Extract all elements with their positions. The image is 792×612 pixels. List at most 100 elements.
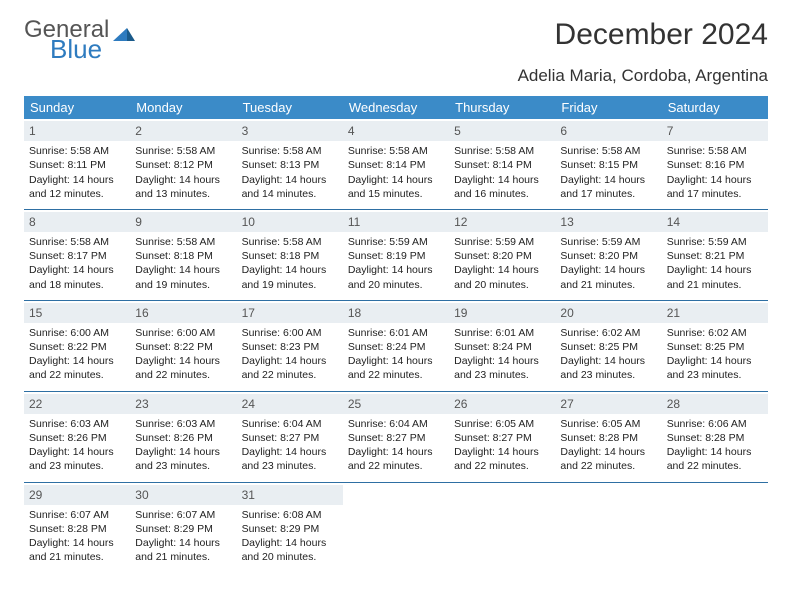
calendar-week-row: 8 Sunrise: 5:58 AMSunset: 8:17 PMDaylight… [24,209,768,300]
day-number: 24 [237,394,343,414]
day-details: Sunrise: 5:58 AMSunset: 8:14 PMDaylight:… [453,144,551,201]
day-number: 1 [24,121,130,141]
weekday-thursday: Thursday [449,96,555,119]
day-number: 18 [343,303,449,323]
calendar-day-cell: 13 Sunrise: 5:59 AMSunset: 8:20 PMDayligh… [555,209,661,300]
day-number: 30 [130,485,236,505]
day-details: Sunrise: 5:58 AMSunset: 8:13 PMDaylight:… [241,144,339,201]
calendar-day-cell: 27 Sunrise: 6:05 AMSunset: 8:28 PMDayligh… [555,391,661,482]
day-number: 15 [24,303,130,323]
day-details: Sunrise: 6:05 AMSunset: 8:27 PMDaylight:… [453,417,551,474]
calendar-day-cell: 24Sunrise: 6:04 AMSunset: 8:27 PMDayligh… [237,391,343,482]
day-number: 23 [130,394,236,414]
day-number: 5 [449,121,555,141]
day-details: Sunrise: 5:59 AMSunset: 8:19 PMDaylight:… [347,235,445,292]
calendar-empty-cell [555,482,661,572]
calendar-day-cell: 23 Sunrise: 6:03 AMSunset: 8:26 PMDayligh… [130,391,236,482]
day-details: Sunrise: 6:01 AMSunset: 8:24 PMDaylight:… [347,326,445,383]
calendar-day-cell: 9 Sunrise: 5:58 AMSunset: 8:18 PMDaylight… [130,209,236,300]
day-number: 29 [24,485,130,505]
weekday-sunday: Sunday [24,96,130,119]
logo: General Blue [24,18,135,62]
weekday-saturday: Saturday [662,96,768,119]
calendar-day-cell: 25 Sunrise: 6:04 AMSunset: 8:27 PMDayligh… [343,391,449,482]
day-number: 26 [449,394,555,414]
day-number: 22 [24,394,130,414]
calendar-day-cell: 29 Sunrise: 6:07 AMSunset: 8:28 PMDayligh… [24,482,130,572]
day-details: Sunrise: 5:58 AMSunset: 8:16 PMDaylight:… [666,144,764,201]
day-number: 6 [555,121,661,141]
day-number: 27 [555,394,661,414]
calendar-day-cell: 6 Sunrise: 5:58 AMSunset: 8:15 PMDaylight… [555,119,661,209]
day-details: Sunrise: 6:07 AMSunset: 8:28 PMDaylight:… [28,508,126,565]
calendar-day-cell: 15 Sunrise: 6:00 AMSunset: 8:22 PMDayligh… [24,300,130,391]
day-details: Sunrise: 6:03 AMSunset: 8:26 PMDaylight:… [134,417,232,474]
calendar-week-row: 15Sunrise: 6:00 AMSunset: 8:22 PMDayligh… [24,300,768,391]
calendar-week-row: 1 Sunrise: 5:58 AMSunset: 8:11 PMDaylight… [24,119,768,209]
calendar-day-cell: 19 Sunrise: 6:01 AMSunset: 8:24 PMDayligh… [449,300,555,391]
day-number: 14 [662,212,768,232]
day-details: Sunrise: 5:59 AMSunset: 8:20 PMDaylight:… [559,235,657,292]
calendar-day-cell: 12 Sunrise: 5:59 AMSunset: 8:20 PMDayligh… [449,209,555,300]
day-details: Sunrise: 6:00 AMSunset: 8:22 PMDaylight:… [28,326,126,383]
day-details: Sunrise: 5:58 AMSunset: 8:18 PMDaylight:… [241,235,339,292]
weekday-monday: Monday [130,96,236,119]
calendar-day-cell: 21 Sunrise: 6:02 AMSunset: 8:25 PMDayligh… [662,300,768,391]
calendar-day-cell: 26 Sunrise: 6:05 AMSunset: 8:27 PMDayligh… [449,391,555,482]
calendar-empty-cell [662,482,768,572]
day-number: 13 [555,212,661,232]
calendar-day-cell: 28 Sunrise: 6:06 AMSunset: 8:28 PMDayligh… [662,391,768,482]
weekday-wednesday: Wednesday [343,96,449,119]
day-number: 25 [343,394,449,414]
day-details: Sunrise: 5:59 AMSunset: 8:20 PMDaylight:… [453,235,551,292]
weekday-header-row: Sunday Monday Tuesday Wednesday Thursday… [24,96,768,119]
day-number: 11 [343,212,449,232]
day-details: Sunrise: 6:01 AMSunset: 8:24 PMDaylight:… [453,326,551,383]
day-details: Sunrise: 6:06 AMSunset: 8:28 PMDaylight:… [666,417,764,474]
weekday-tuesday: Tuesday [237,96,343,119]
calendar-day-cell: 1 Sunrise: 5:58 AMSunset: 8:11 PMDaylight… [24,119,130,209]
calendar-day-cell: 22Sunrise: 6:03 AMSunset: 8:26 PMDayligh… [24,391,130,482]
day-details: Sunrise: 5:59 AMSunset: 8:21 PMDaylight:… [666,235,764,292]
day-details: Sunrise: 5:58 AMSunset: 8:14 PMDaylight:… [347,144,445,201]
calendar-empty-cell [343,482,449,572]
weekday-friday: Friday [555,96,661,119]
day-number: 12 [449,212,555,232]
day-number: 8 [24,212,130,232]
day-details: Sunrise: 6:07 AMSunset: 8:29 PMDaylight:… [134,508,232,565]
day-details: Sunrise: 6:00 AMSunset: 8:22 PMDaylight:… [134,326,232,383]
calendar-day-cell: 30 Sunrise: 6:07 AMSunset: 8:29 PMDayligh… [130,482,236,572]
calendar-week-row: 29 Sunrise: 6:07 AMSunset: 8:28 PMDayligh… [24,482,768,572]
calendar-day-cell: 18 Sunrise: 6:01 AMSunset: 8:24 PMDayligh… [343,300,449,391]
day-number: 9 [130,212,236,232]
day-number: 16 [130,303,236,323]
day-number: 3 [237,121,343,141]
day-details: Sunrise: 5:58 AMSunset: 8:15 PMDaylight:… [559,144,657,201]
day-details: Sunrise: 5:58 AMSunset: 8:11 PMDaylight:… [28,144,126,201]
calendar-day-cell: 16 Sunrise: 6:00 AMSunset: 8:22 PMDayligh… [130,300,236,391]
calendar-day-cell: 14 Sunrise: 5:59 AMSunset: 8:21 PMDayligh… [662,209,768,300]
day-details: Sunrise: 5:58 AMSunset: 8:17 PMDaylight:… [28,235,126,292]
day-number: 21 [662,303,768,323]
page-title: December 2024 [555,18,768,52]
day-details: Sunrise: 6:02 AMSunset: 8:25 PMDaylight:… [559,326,657,383]
day-details: Sunrise: 6:00 AMSunset: 8:23 PMDaylight:… [241,326,339,383]
calendar-week-row: 22Sunrise: 6:03 AMSunset: 8:26 PMDayligh… [24,391,768,482]
day-number: 4 [343,121,449,141]
calendar-table: Sunday Monday Tuesday Wednesday Thursday… [24,96,768,572]
day-details: Sunrise: 6:02 AMSunset: 8:25 PMDaylight:… [666,326,764,383]
day-number: 19 [449,303,555,323]
calendar-day-cell: 4 Sunrise: 5:58 AMSunset: 8:14 PMDaylight… [343,119,449,209]
day-details: Sunrise: 6:04 AMSunset: 8:27 PMDaylight:… [347,417,445,474]
calendar-day-cell: 2 Sunrise: 5:58 AMSunset: 8:12 PMDaylight… [130,119,236,209]
day-number: 2 [130,121,236,141]
day-number: 20 [555,303,661,323]
calendar-day-cell: 10Sunrise: 5:58 AMSunset: 8:18 PMDayligh… [237,209,343,300]
day-details: Sunrise: 6:05 AMSunset: 8:28 PMDaylight:… [559,417,657,474]
day-details: Sunrise: 5:58 AMSunset: 8:18 PMDaylight:… [134,235,232,292]
logo-text-2: Blue [50,36,135,62]
day-details: Sunrise: 5:58 AMSunset: 8:12 PMDaylight:… [134,144,232,201]
day-number: 28 [662,394,768,414]
calendar-day-cell: 20 Sunrise: 6:02 AMSunset: 8:25 PMDayligh… [555,300,661,391]
day-number: 17 [237,303,343,323]
